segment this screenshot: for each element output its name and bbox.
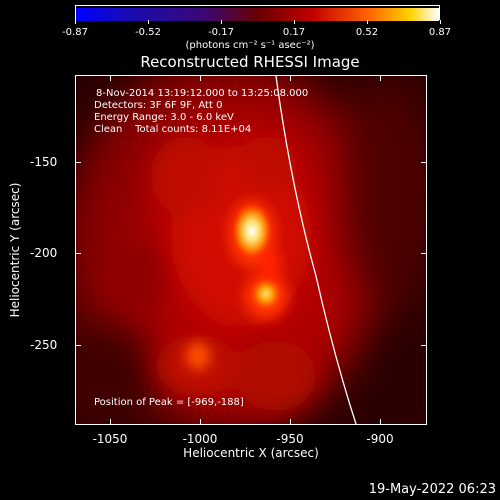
image-heatmap	[76, 76, 426, 424]
colorbar-tickmark	[367, 20, 368, 24]
x-tick-label: -950	[276, 432, 304, 446]
x-tickmark	[110, 75, 111, 81]
peak-position-label: Position of Peak = [-969,-188]	[94, 397, 244, 408]
colorbar-tick-label: -0.87	[62, 27, 88, 38]
colorbar-tick-label: -0.17	[208, 27, 234, 38]
y-tickmark	[421, 345, 427, 346]
y-tickmark	[421, 162, 427, 163]
detectors-label: Detectors: 3F 6F 9F, Att 0	[94, 100, 223, 111]
x-tickmark	[290, 75, 291, 81]
colorbar-units: (photons cm⁻² s⁻¹ asec⁻²)	[185, 40, 315, 51]
y-axis-label: Heliocentric Y (arcsec)	[8, 182, 22, 318]
clean-counts-label: Clean Total counts: 8.11E+04	[94, 124, 252, 135]
x-tickmark	[380, 419, 381, 425]
colorbar-tickmark	[148, 20, 149, 24]
x-tickmark	[380, 75, 381, 81]
colorbar-gradient	[76, 8, 439, 21]
rhessi-image: 8-Nov-2014 13:19:12.000 to 13:25:08.000 …	[75, 75, 427, 425]
x-tickmark	[290, 419, 291, 425]
x-tick-label: -1050	[92, 432, 128, 446]
y-tickmark	[75, 253, 81, 254]
x-tick-label: -900	[366, 432, 394, 446]
x-tickmark	[200, 75, 201, 81]
colorbar-tickmark	[294, 20, 295, 24]
x-tickmark	[110, 419, 111, 425]
y-tickmark	[421, 253, 427, 254]
colorbar-tick-label: 0.52	[355, 27, 379, 38]
y-tick-label: -250	[30, 338, 58, 352]
x-axis-label: Heliocentric X (arcsec)	[183, 446, 319, 460]
colorbar-tickmark	[221, 20, 222, 24]
plot-title: Reconstructed RHESSI Image	[140, 53, 360, 71]
solar-limb	[275, 76, 357, 424]
colorbar-tick-label: 0.17	[282, 27, 306, 38]
energy-range-label: Energy Range: 3.0 - 6.0 keV	[94, 112, 234, 123]
time-range-label: 8-Nov-2014 13:19:12.000 to 13:25:08.000	[96, 88, 309, 99]
y-tick-label: -150	[30, 155, 58, 169]
colorbar-tick-label: -0.52	[135, 27, 161, 38]
y-tickmark	[75, 345, 81, 346]
y-tickmark	[75, 162, 81, 163]
colorbar-tickmark	[75, 20, 76, 24]
y-tick-label: -200	[30, 246, 58, 260]
footer-date: 19-May-2022 06:23	[368, 482, 496, 497]
colorbar	[75, 5, 440, 21]
x-tickmark	[200, 419, 201, 425]
colorbar-tick-label: 0.87	[428, 27, 452, 38]
x-tick-label: -1000	[182, 432, 218, 446]
colorbar-tickmark	[440, 20, 441, 24]
